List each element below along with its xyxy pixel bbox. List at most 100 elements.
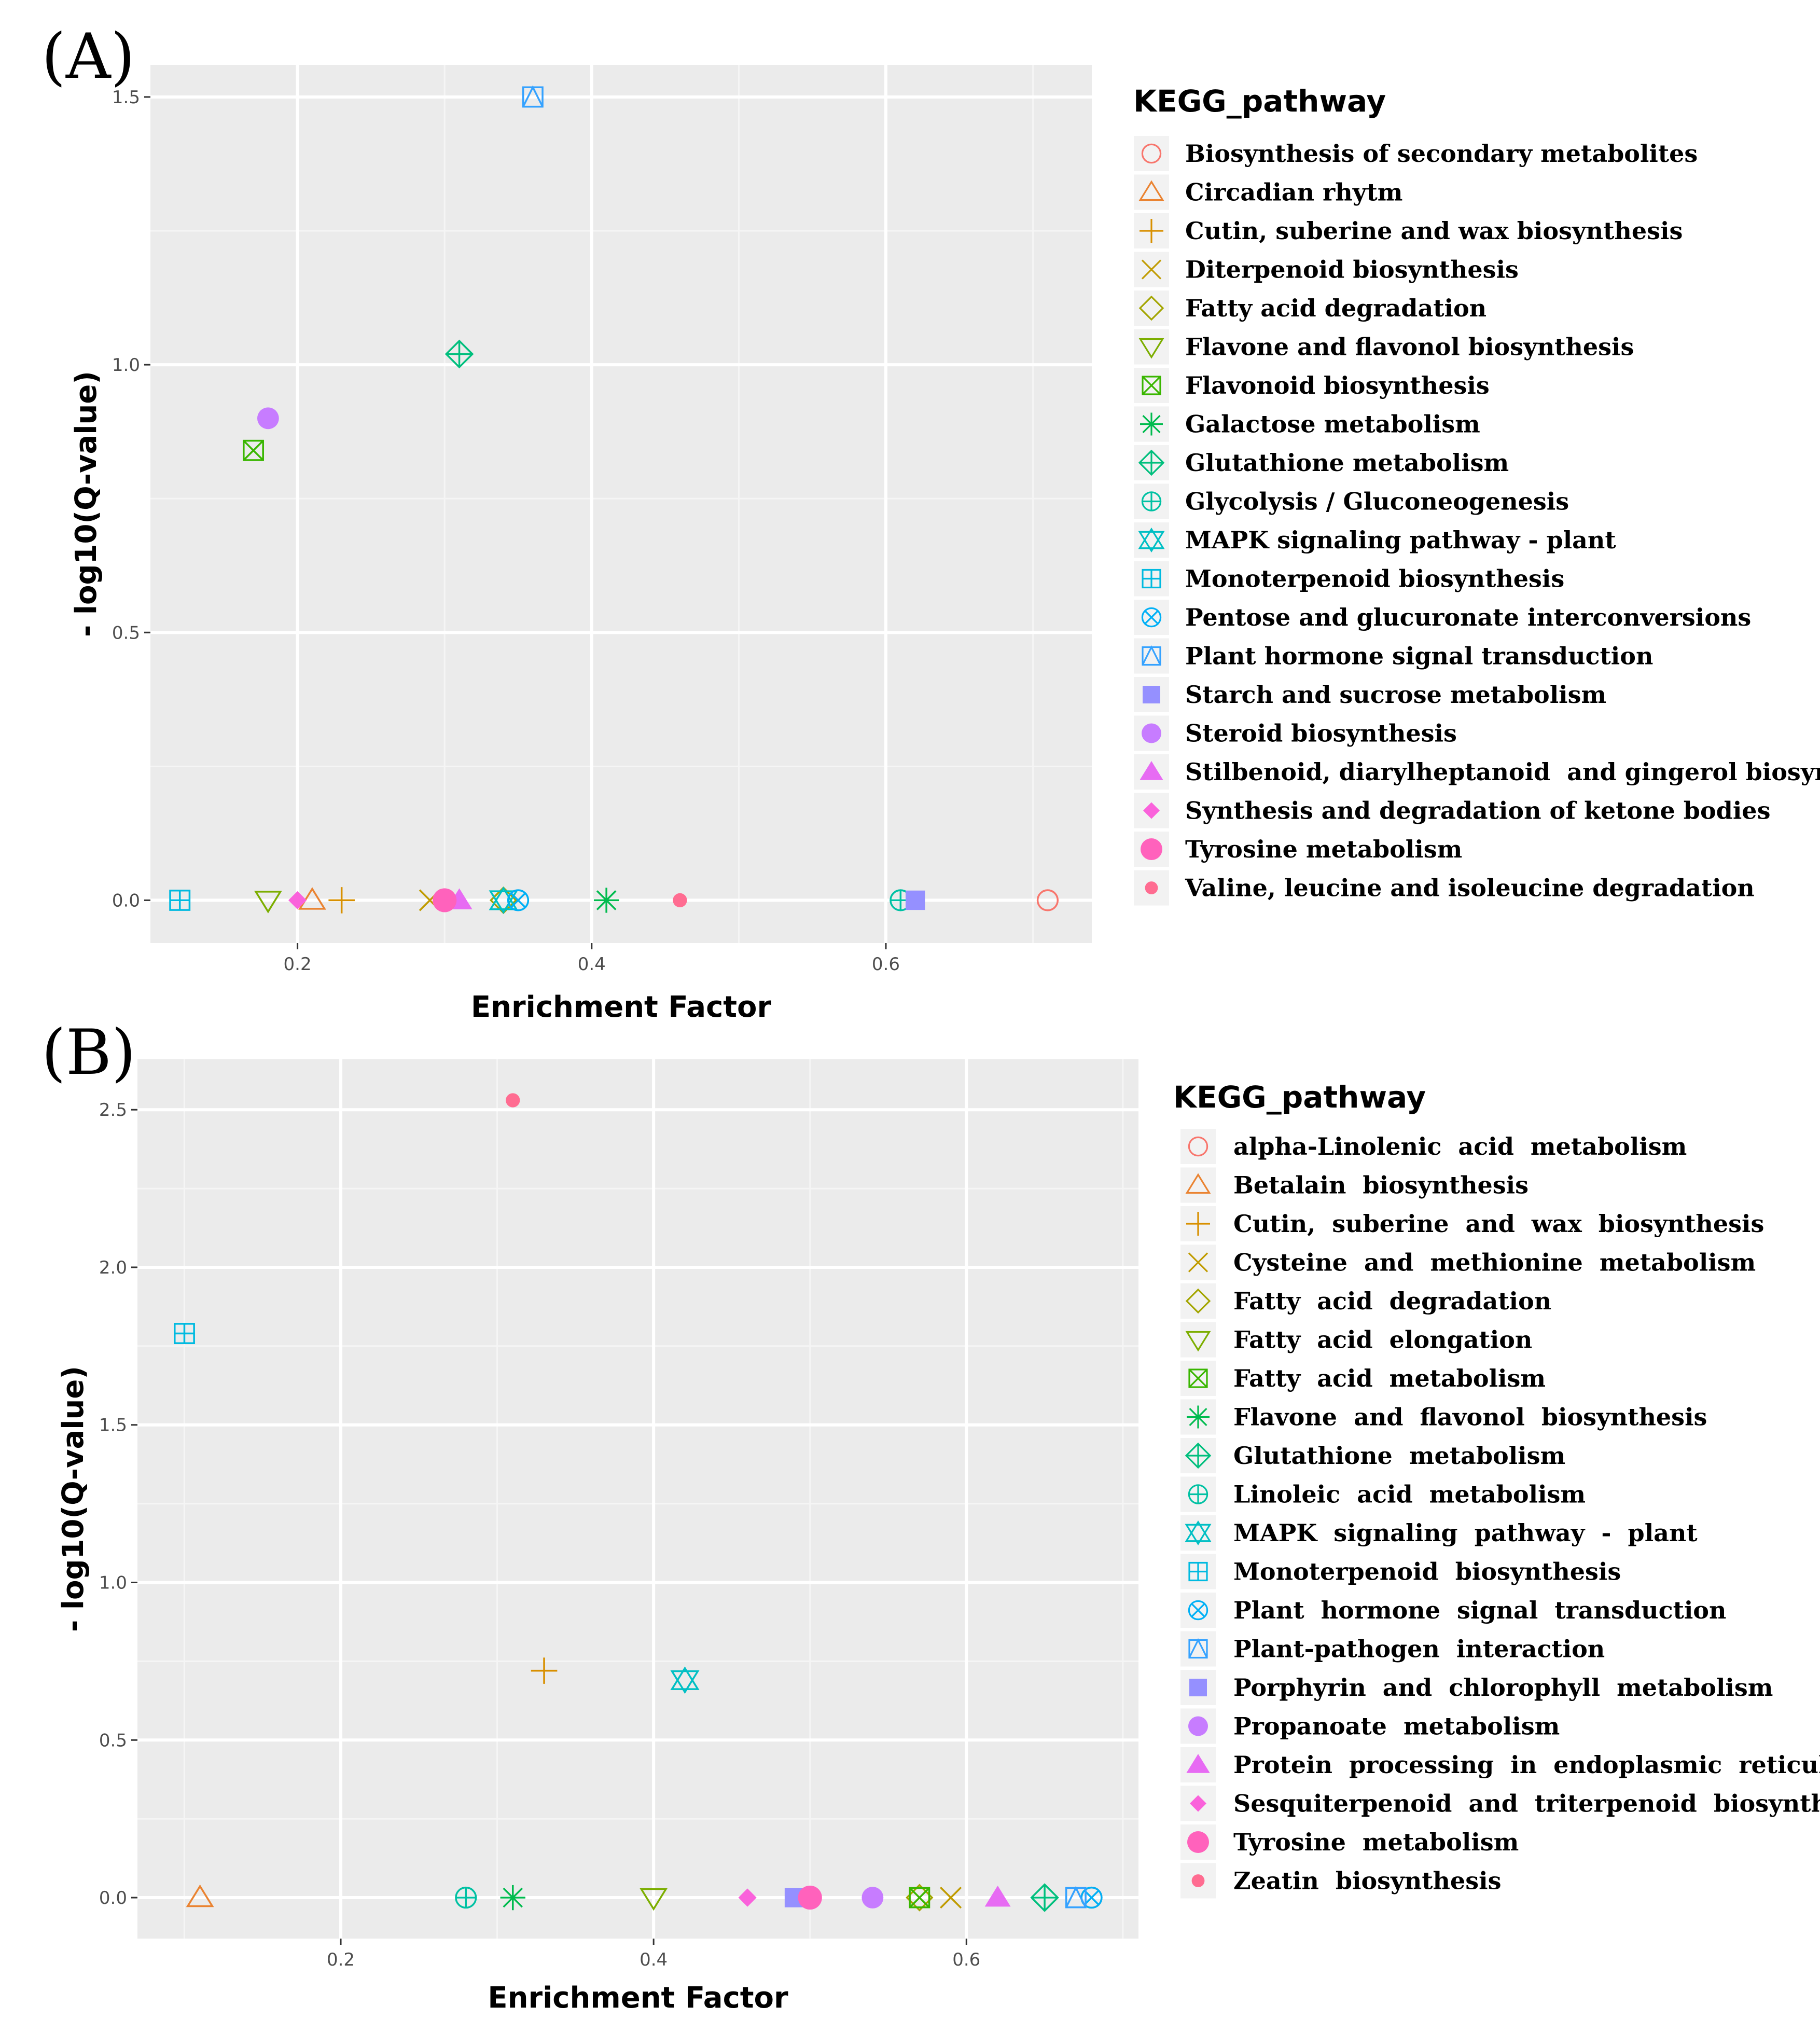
legend-item: Glycolysis / Gluconeogenesis — [1134, 483, 1569, 519]
legend-key-marker — [1185, 1173, 1211, 1194]
panel-label: (B) — [41, 1017, 136, 1089]
plot-background — [137, 1059, 1138, 1939]
data-point — [1036, 889, 1059, 911]
data-point — [1030, 1883, 1059, 1912]
legend-item: Protein processing in endoplasmic reticu… — [1180, 1747, 1820, 1782]
legend-key-marker — [1138, 527, 1165, 553]
y-tick-label: 0.5 — [112, 623, 140, 643]
legend-item: Plant hormone signal transduction — [1134, 638, 1653, 674]
y-tick-label: 2.0 — [99, 1257, 127, 1278]
y-tick-label: 0.0 — [99, 1888, 127, 1908]
legend-label: Synthesis and degradation of ketone bodi… — [1185, 797, 1770, 825]
legend-label: Starch and sucrose metabolism — [1185, 681, 1606, 709]
legend-key-marker — [1141, 259, 1162, 280]
legend-label: Glutathione metabolism — [1233, 1442, 1565, 1470]
panel-a: (A) 0.2 0.4 0.6 0.0 0.5 1.0 1.5 Enrichment Facto… — [41, 21, 1820, 1024]
y-axis-title: - log10(Q-value) — [57, 1366, 90, 1632]
legend-key-marker — [1188, 1638, 1208, 1659]
data-point — [288, 891, 307, 910]
legend-label: Cutin, suberine and wax biosynthesis — [1233, 1210, 1764, 1238]
data-points — [174, 1093, 1103, 1912]
legend-item: Flavone and flavonol biosynthesis — [1134, 329, 1634, 365]
legend-key-background — [1180, 1631, 1216, 1667]
y-tick-label: 1.0 — [112, 355, 140, 376]
legend-label: Cysteine and methionine metabolism — [1233, 1249, 1756, 1277]
legend-item: Flavonoid biosynthesis — [1134, 368, 1490, 403]
y-tick-label: 0.0 — [112, 890, 140, 911]
legend-item: Glutathione metabolism — [1180, 1438, 1565, 1473]
legend-key-marker — [1191, 1874, 1205, 1887]
legend: KEGG_pathway alpha-Linolenic acid metabol… — [1173, 1080, 1820, 1899]
legend-key-marker — [1142, 569, 1161, 589]
legend-label: Valine, leucine and isoleucine degradati… — [1185, 874, 1755, 902]
legend-key-marker — [1188, 1484, 1208, 1504]
x-tick-label: 0.6 — [952, 1949, 980, 1970]
legend-key-background — [1134, 329, 1169, 365]
legend-item: Pentose and glucuronate interconversions — [1134, 600, 1751, 635]
data-point — [506, 1093, 520, 1108]
legend-item: Fatty acid degradation — [1180, 1283, 1551, 1319]
legend-item: alpha-Linolenic acid metabolism — [1180, 1129, 1687, 1164]
legend-label: Porphyrin and chlorophyll metabolism — [1233, 1674, 1773, 1702]
legend-title: KEGG_pathway — [1133, 84, 1386, 119]
data-point — [243, 439, 264, 461]
legend-key-marker — [1143, 802, 1160, 819]
x-tick-label: 0.4 — [578, 954, 606, 975]
data-point — [906, 1884, 934, 1912]
data-points — [169, 85, 1059, 915]
legend-key-marker — [1141, 143, 1162, 164]
legend-key-marker — [1185, 1520, 1212, 1546]
legend-label: MAPK signaling pathway - plant — [1233, 1519, 1698, 1547]
legend-key-marker — [1142, 376, 1161, 395]
data-point — [298, 887, 326, 910]
data-point — [673, 893, 687, 908]
legend-label: Fatty acid metabolism — [1233, 1364, 1546, 1392]
legend-label: Glycolysis / Gluconeogenesis — [1185, 488, 1569, 516]
legend-key-marker — [1141, 607, 1162, 628]
legend-item: Tyrosine metabolism — [1134, 832, 1462, 867]
legend-label: Linoleic acid metabolism — [1233, 1481, 1586, 1509]
legend-key-marker — [1187, 1831, 1209, 1853]
legend-item: Zeatin biosynthesis — [1180, 1863, 1501, 1899]
legend-item: Fatty acid elongation — [1180, 1322, 1532, 1358]
legend-key-marker — [1143, 686, 1160, 703]
legend-label: Stilbenoid, diarylheptanoid and gingerol… — [1185, 758, 1820, 786]
legend-item: Linoleic acid metabolism — [1180, 1476, 1586, 1512]
data-point — [905, 890, 925, 910]
y-tick-label: 1.5 — [99, 1415, 127, 1436]
data-point — [489, 886, 518, 914]
panel-b: (B) 0.2 0.4 0.6 0.0 0.5 1.0 1.5 2.0 2.5 Enrichment… — [41, 1017, 1820, 2015]
x-tick-label: 0.2 — [284, 954, 312, 975]
legend-key-marker — [1141, 491, 1162, 511]
data-point — [1065, 1886, 1087, 1908]
y-tick-label: 1.5 — [112, 87, 140, 108]
data-point — [640, 1888, 668, 1911]
data-point — [444, 339, 474, 369]
legend-item: Stilbenoid, diarylheptanoid and gingerol… — [1134, 754, 1820, 790]
data-point — [186, 1884, 214, 1907]
legend-item: Fatty acid degradation — [1134, 291, 1486, 326]
legend-key-marker — [1138, 449, 1165, 476]
legend-key-marker — [1145, 881, 1158, 894]
legend-item: Galactose metabolism — [1134, 406, 1480, 442]
legend: KEGG_pathway Biosynthesis of secondary me… — [1133, 84, 1820, 906]
legend-item: MAPK signaling pathway - plant — [1180, 1515, 1698, 1551]
legend-key-marker — [1188, 1561, 1208, 1582]
legend-label: Tyrosine metabolism — [1233, 1828, 1519, 1856]
legend-item: Synthesis and degradation of ketone bodi… — [1134, 793, 1770, 828]
legend-label: Galactose metabolism — [1185, 410, 1480, 438]
legend-item: Cutin, suberine and wax biosynthesis — [1134, 213, 1683, 248]
legend-item: Biosynthesis of secondary metabolites — [1134, 136, 1698, 171]
legend-key-marker — [1189, 1679, 1207, 1696]
legend-key-marker — [1188, 1368, 1208, 1388]
legend-label: Sesquiterpenoid and triterpenoid biosynt… — [1233, 1790, 1820, 1818]
legend-key-marker — [1142, 723, 1161, 743]
y-tick-label: 1.0 — [99, 1572, 127, 1593]
legend-key-background — [1134, 638, 1169, 674]
legend-item: Plant-pathogen interaction — [1180, 1631, 1605, 1667]
x-axis-title: Enrichment Factor — [471, 990, 772, 1024]
data-point — [257, 407, 279, 430]
legend-item: Sesquiterpenoid and triterpenoid biosynt… — [1180, 1786, 1820, 1821]
legend-item: Circadian rhytm — [1134, 174, 1402, 210]
legend-item: Starch and sucrose metabolism — [1134, 677, 1606, 712]
